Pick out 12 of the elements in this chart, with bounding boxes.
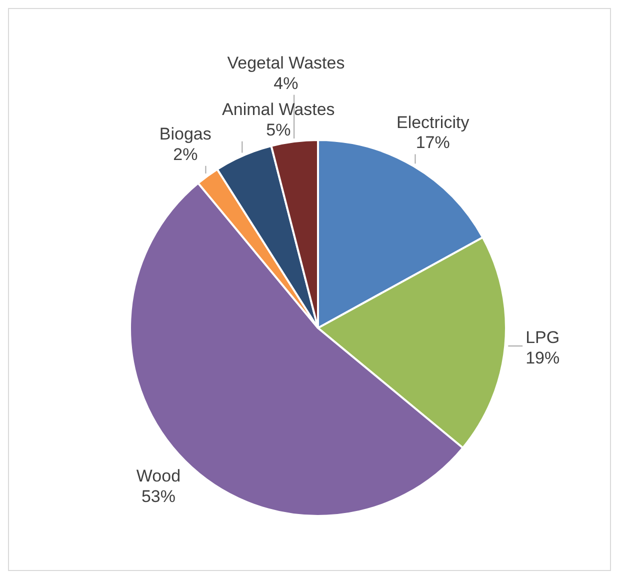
data-label: 17% xyxy=(416,133,450,152)
data-label: 53% xyxy=(141,486,176,506)
slice-label: Electricity xyxy=(396,112,470,132)
data-label: 19% xyxy=(526,348,560,368)
data-label: 5% xyxy=(266,120,291,140)
slice-label: Wood xyxy=(136,466,181,486)
data-label: 2% xyxy=(173,144,198,164)
data-label: 4% xyxy=(274,74,298,93)
slice-label: Vegetal Wastes xyxy=(227,53,345,72)
slice-label: Biogas xyxy=(159,124,212,144)
slice-label: Animal Wastes xyxy=(222,100,335,119)
slice-label: LPG xyxy=(526,328,560,348)
